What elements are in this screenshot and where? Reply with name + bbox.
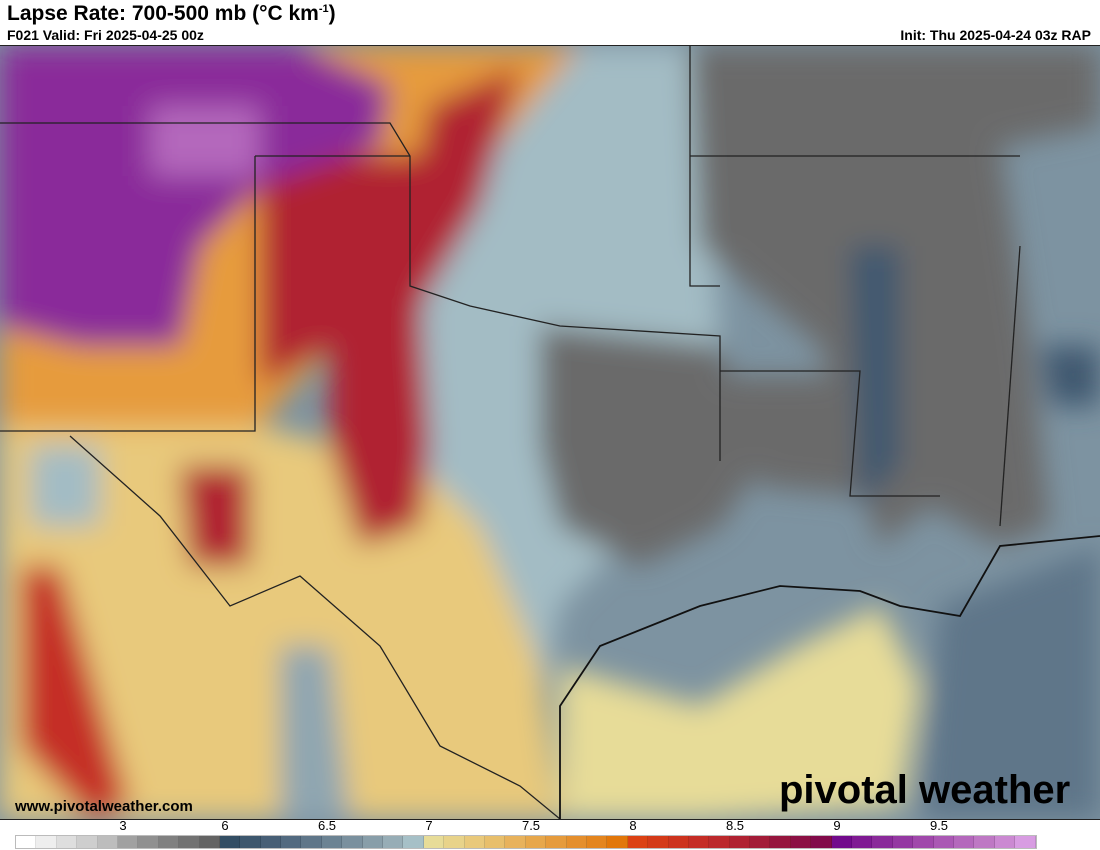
colorbar-cell — [709, 836, 730, 848]
colorbar-cell — [199, 836, 220, 848]
colorbar-cell — [97, 836, 118, 848]
lapse-rate-map — [0, 45, 1100, 820]
init-time: Init: Thu 2025-04-24 03z RAP — [900, 27, 1091, 43]
colorbar-cell — [566, 836, 587, 848]
colorbar-cell — [56, 836, 78, 848]
colorbar — [15, 835, 1037, 849]
colorbar-cell — [933, 836, 954, 848]
colorbar-cell — [953, 836, 975, 848]
colorbar-cell — [260, 836, 282, 848]
colorbar-cell — [994, 836, 1016, 848]
colorbar-cell — [505, 836, 526, 848]
colorbar-cell — [484, 836, 506, 848]
colorbar-cell — [16, 836, 37, 848]
colorbar-tick-label: 9 — [833, 818, 841, 833]
colorbar-tick-label: 7 — [425, 818, 433, 833]
colorbar-cell — [974, 836, 995, 848]
colorbar-cell — [668, 836, 689, 848]
colorbar-cell — [586, 836, 608, 848]
colorbar-tick-label: 7.5 — [521, 818, 541, 833]
colorbar-cell — [138, 836, 159, 848]
colorbar-cell — [790, 836, 812, 848]
colorbar-tick-label: 3 — [119, 818, 127, 833]
colorbar-cell — [77, 836, 98, 848]
colorbar-cell — [158, 836, 180, 848]
colorbar-cell — [179, 836, 200, 848]
colorbar-cell — [546, 836, 567, 848]
website-watermark: www.pivotalweather.com — [15, 798, 193, 815]
colorbar-tick-label: 6.5 — [317, 818, 337, 833]
colorbar-cell — [852, 836, 873, 848]
colorbar-cell — [648, 836, 669, 848]
colorbar-cell — [831, 836, 853, 848]
colorbar-cell — [872, 836, 893, 848]
state-borders — [0, 46, 1021, 819]
pivotal-weather-logo: pivotal weather — [779, 768, 1071, 812]
colorbar-tick-label: 8 — [629, 818, 637, 833]
title-text: Lapse Rate: 700-500 mb (°C km — [7, 2, 319, 25]
colorbar-cell — [117, 836, 139, 848]
colorbar-cell — [362, 836, 384, 848]
colorbar-cell — [301, 836, 322, 848]
coastline — [559, 535, 1100, 819]
title-close: ) — [328, 2, 336, 25]
colorbar-cell — [403, 836, 424, 848]
colorbar-cell — [750, 836, 771, 848]
colorbar-cell — [525, 836, 547, 848]
colorbar-cell — [342, 836, 363, 848]
colorbar-cell — [913, 836, 934, 848]
colorbar-cell — [811, 836, 832, 848]
colorbar-cell — [464, 836, 485, 848]
colorbar-cell — [423, 836, 445, 848]
colorbar-cell — [240, 836, 261, 848]
field-shading — [0, 46, 1100, 819]
colorbar-cell — [281, 836, 302, 848]
colorbar-tick-label: 8.5 — [725, 818, 745, 833]
title-superscript: -1 — [318, 3, 329, 15]
colorbar-cell — [627, 836, 649, 848]
colorbar-cell — [729, 836, 751, 848]
colorbar-cell — [607, 836, 628, 848]
colorbar-cell — [892, 836, 914, 848]
colorbar-cell — [688, 836, 710, 848]
colorbar-cell — [1015, 836, 1036, 848]
colorbar-cell — [444, 836, 465, 848]
map-title: Lapse Rate: 700-500 mb (°C km-1) — [7, 2, 336, 26]
colorbar-labels: 3 6 6.5 7 7.5 8 8.5 9 9.5 — [0, 818, 1100, 834]
valid-time: F021 Valid: Fri 2025-04-25 00z — [7, 27, 204, 43]
colorbar-cell — [36, 836, 57, 848]
colorbar-cell — [383, 836, 404, 848]
colorbar-cell — [321, 836, 343, 848]
colorbar-tick-label: 6 — [221, 818, 229, 833]
colorbar-cell — [219, 836, 241, 848]
colorbar-cell — [770, 836, 791, 848]
colorbar-tick-label: 9.5 — [929, 818, 949, 833]
